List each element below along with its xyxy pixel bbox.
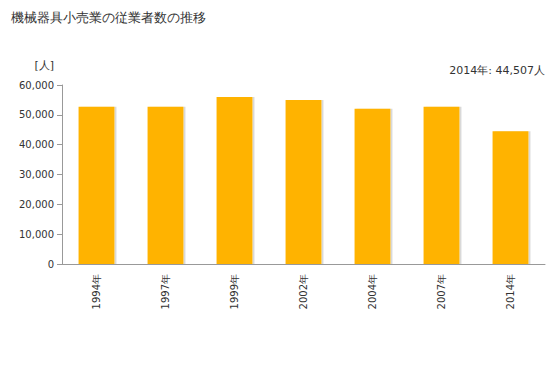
svg-text:20,000: 20,000: [19, 199, 54, 210]
svg-text:1999年: 1999年: [229, 274, 240, 309]
svg-text:50,000: 50,000: [19, 109, 54, 120]
svg-text:2007年: 2007年: [436, 274, 447, 309]
svg-text:0: 0: [48, 259, 54, 270]
svg-text:30,000: 30,000: [19, 169, 54, 180]
svg-text:2014年: 2014年: [505, 274, 516, 309]
svg-text:1997年: 1997年: [160, 274, 171, 309]
svg-text:1994年: 1994年: [91, 274, 102, 309]
svg-text:2014年: 44,507人: 2014年: 44,507人: [449, 64, 545, 77]
svg-text:機械器具小売業の従業者数の推移: 機械器具小売業の従業者数の推移: [11, 10, 206, 25]
svg-text:10,000: 10,000: [19, 229, 54, 240]
svg-text:2004年: 2004年: [367, 274, 378, 309]
svg-text:2002年: 2002年: [298, 274, 309, 309]
svg-text:[人]: [人]: [34, 59, 54, 72]
svg-text:40,000: 40,000: [19, 139, 54, 150]
svg-text:60,000: 60,000: [19, 80, 54, 91]
